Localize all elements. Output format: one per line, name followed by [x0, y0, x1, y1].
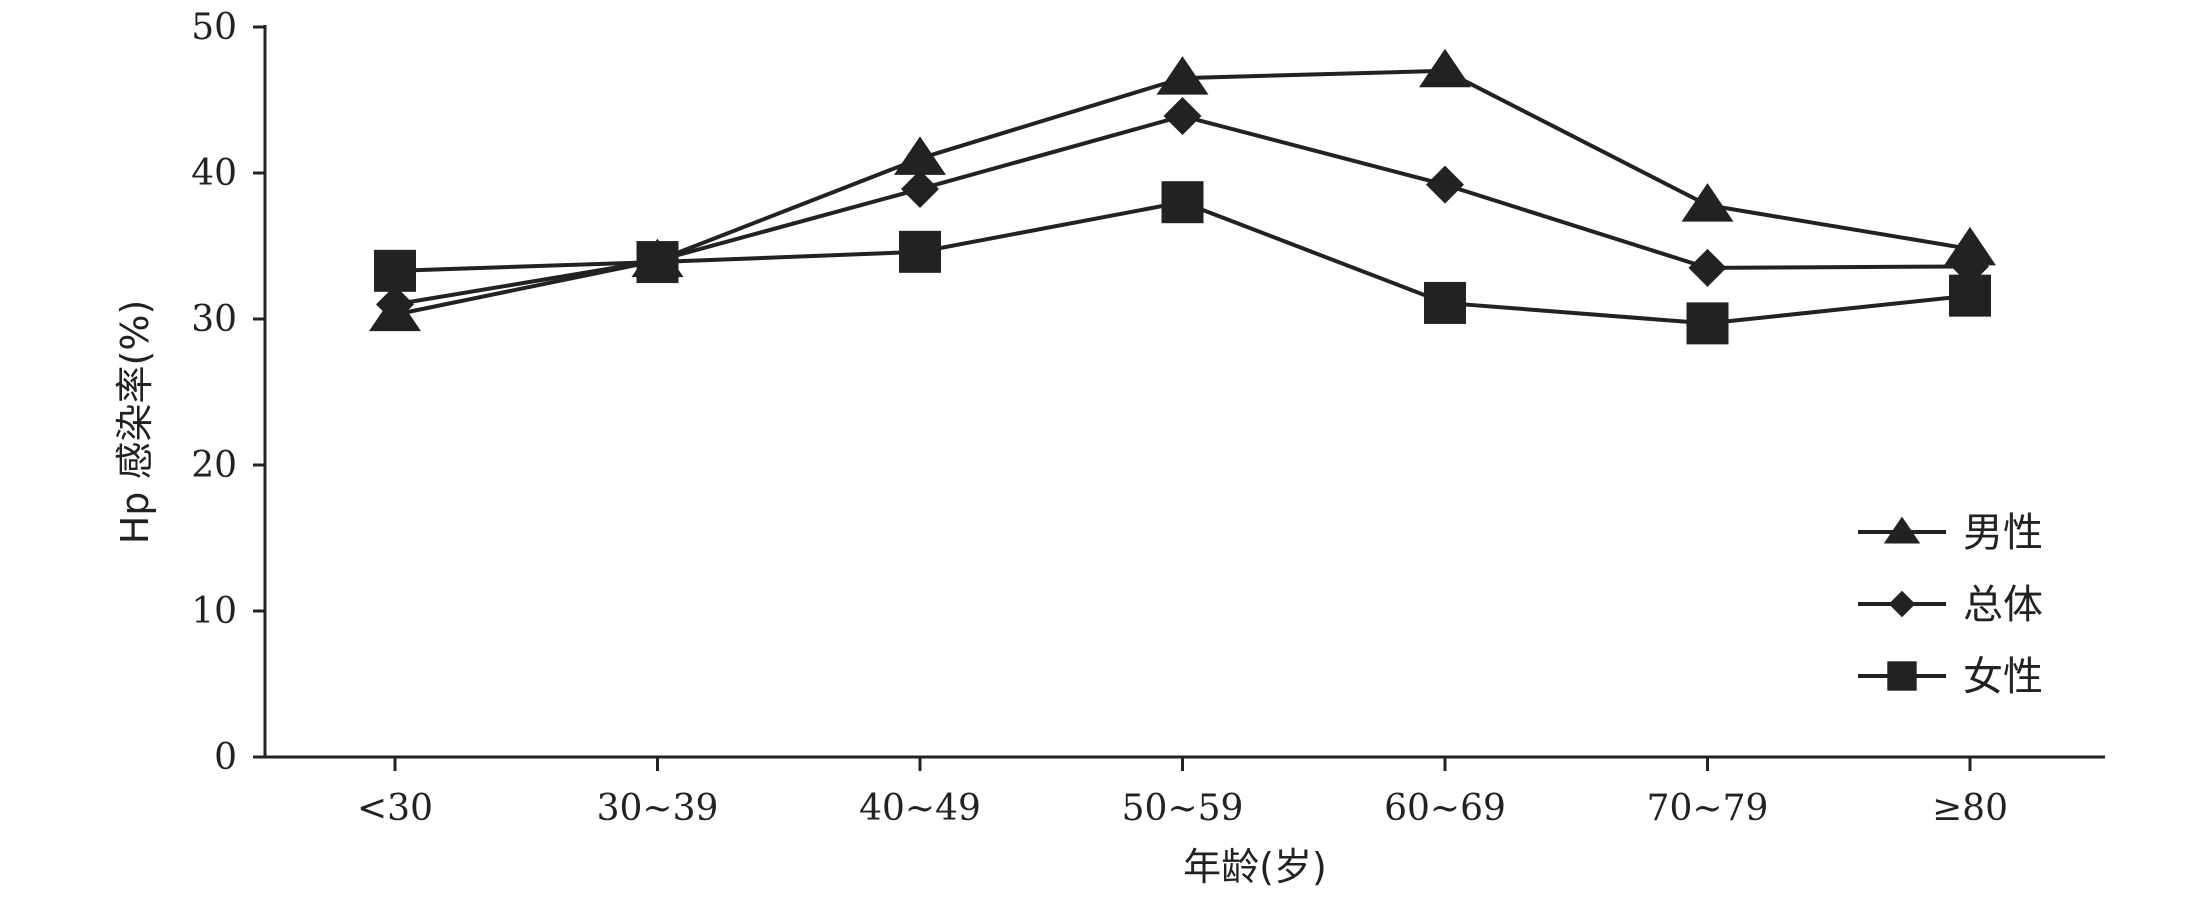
point-square-5 [1686, 302, 1729, 345]
y-tick-label-0: 0 [214, 737, 237, 778]
y-tick-label-30: 30 [191, 299, 237, 340]
point-square-0 [374, 249, 416, 292]
legend-item-triangle: 男性 [1858, 510, 2043, 556]
legend-marker-triangle [1883, 516, 1921, 544]
x-tick-label-0: <30 [357, 788, 433, 829]
series-group [369, 48, 1996, 345]
series-square [374, 181, 1991, 345]
series-triangle [369, 48, 1996, 332]
x-tick-label-4: 60~69 [1384, 788, 1506, 829]
y-tick-label-50: 50 [191, 7, 237, 48]
x-tick-label-5: 70~79 [1647, 788, 1769, 829]
point-triangle-3 [1156, 56, 1209, 95]
point-diamond-3 [1163, 97, 1202, 136]
point-square-4 [1424, 281, 1466, 324]
axes [263, 25, 2105, 759]
x-tick-label-2: 40~49 [859, 788, 981, 829]
legend-item-diamond: 总体 [1858, 582, 2043, 628]
point-diamond-4 [1426, 165, 1464, 204]
legend-label-diamond: 总体 [1963, 582, 2043, 628]
x-tick-label-1: 30~39 [597, 788, 719, 829]
y-tick-label-20: 20 [191, 445, 237, 486]
legend-item-square: 女性 [1858, 654, 2043, 700]
legend-marker-diamond [1888, 590, 1916, 618]
legend-marker-square [1887, 661, 1917, 691]
y-ticks: 0 10 20 30 40 50 [191, 7, 265, 778]
point-square-2 [899, 230, 941, 273]
legend-label-triangle: 男性 [1963, 510, 2043, 556]
point-diamond-2 [901, 170, 939, 209]
point-triangle-0 [369, 292, 421, 332]
point-triangle-5 [1681, 183, 1734, 222]
y-axis-title: Hp 感染率(%) [113, 300, 157, 545]
point-square-3 [1161, 181, 1204, 224]
point-triangle-2 [894, 136, 946, 175]
x-axis-title: 年龄(岁) [1183, 845, 1327, 889]
point-diamond-5 [1688, 248, 1727, 287]
point-triangle-4 [1419, 48, 1471, 88]
x-tick-label-3: 50~59 [1122, 788, 1244, 829]
legend-label-square: 女性 [1963, 654, 2043, 700]
point-triangle-1 [631, 238, 684, 278]
y-tick-label-40: 40 [191, 153, 237, 194]
x-tick-label-6: ≥80 [1932, 788, 2008, 829]
y-tick-label-10: 10 [191, 591, 237, 632]
x-ticks: <30 30~39 40~49 50~59 60~69 70~79 ≥80 [357, 757, 2008, 829]
point-triangle-6 [1944, 226, 1996, 266]
